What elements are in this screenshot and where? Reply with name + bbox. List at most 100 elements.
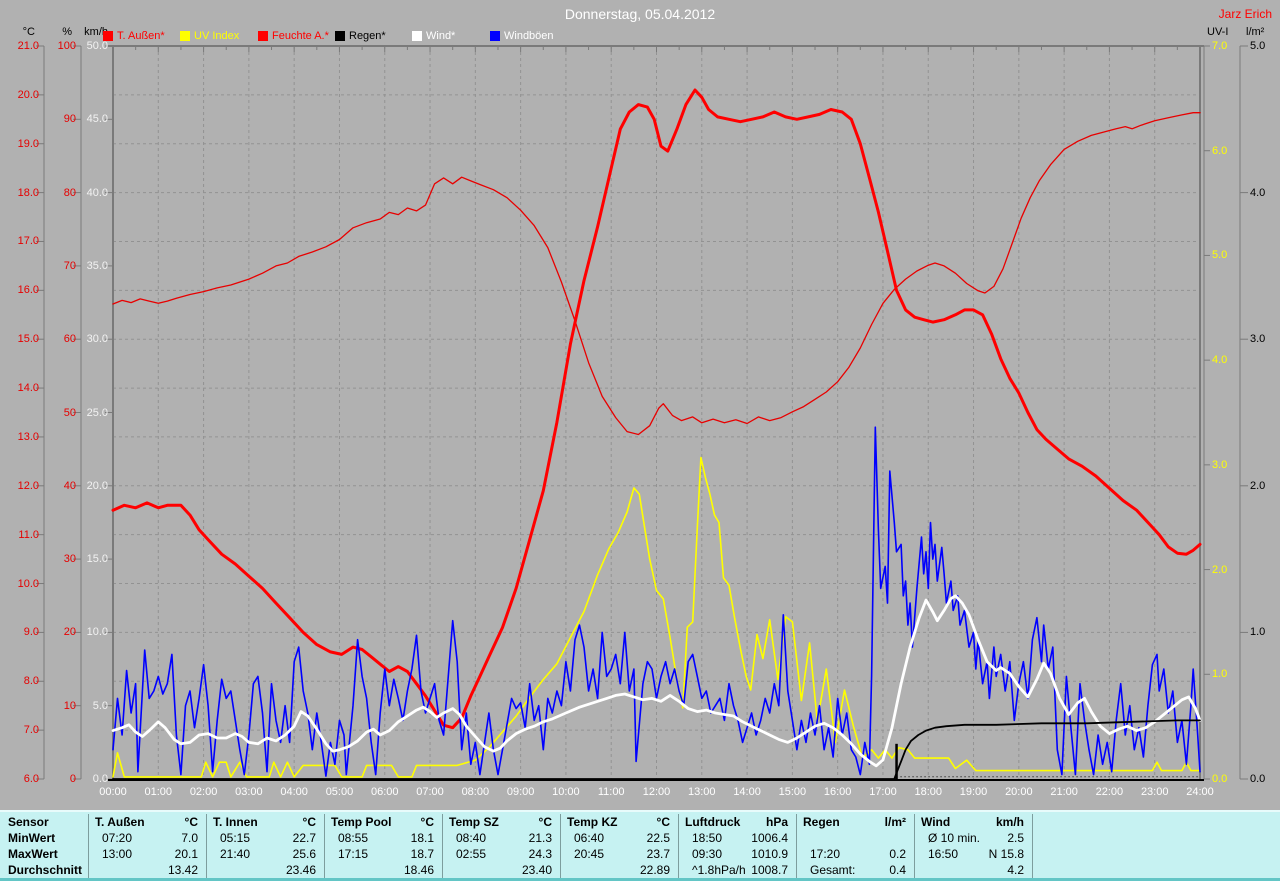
axis-tick-label: 50.0 (86, 40, 108, 52)
stat-time: ^1.8hPa/h (692, 863, 746, 877)
axis-tick-label: 4.0 (1212, 354, 1228, 367)
axis-tick-label: 6.0 (23, 773, 39, 785)
stat-value: 4.2 (1007, 863, 1024, 877)
table-bottom-border (0, 878, 1280, 881)
axis-tick-label: 5.0 (1250, 40, 1266, 52)
x-axis-hour-label: 18:00 (914, 786, 943, 798)
axis-tick-label: 10 (63, 699, 76, 712)
stat-time: 16:50 (928, 847, 959, 861)
series-feuchte-a- (112, 112, 1201, 436)
series-t-au-en (111, 88, 1202, 730)
stat-time: 08:55 (338, 831, 369, 845)
station-owner-label: Jarz Erich (1218, 7, 1272, 21)
axis-tick-label: 20.0 (17, 88, 39, 101)
sensor-name: T. Innen (213, 815, 258, 829)
axis-tick-label: 60 (63, 333, 76, 346)
stat-time: 17:20 (810, 847, 841, 861)
stat-value: 21.3 (528, 831, 552, 845)
axis-tick-label: 50 (63, 406, 76, 419)
stat-value: 23.40 (521, 863, 552, 877)
table-column-separator (206, 814, 207, 879)
stat-value: 13.42 (167, 863, 198, 877)
stat-time: 21:40 (220, 847, 251, 861)
stat-value: 25.6 (292, 847, 316, 861)
axis-tick-label: 18.0 (17, 186, 39, 199)
legend-color-swatch (180, 31, 190, 41)
legend-color-swatch (412, 31, 422, 41)
axis-tick-label: 10.0 (17, 577, 39, 590)
table-column-separator (914, 814, 915, 879)
axis-tick-label: 1.0 (1212, 668, 1228, 681)
x-axis-hour-label: 00:00 (99, 786, 127, 798)
stat-value: 22.89 (639, 863, 670, 877)
legend-label: Feuchte A.* (272, 30, 329, 42)
stat-value: 18.46 (403, 863, 434, 877)
axis-tick-label: 1.0 (1250, 626, 1266, 639)
legend-color-swatch (490, 31, 500, 41)
stat-time: 02:55 (456, 847, 487, 861)
axis-tick-label: 80 (63, 186, 76, 199)
legend-color-swatch (103, 31, 113, 41)
stat-value: 23.46 (285, 863, 316, 877)
table-column-separator (678, 814, 679, 879)
axis-tick-label: 40.0 (86, 186, 108, 199)
x-axis-hour-label: 10:00 (552, 786, 580, 798)
table-column-separator (324, 814, 325, 879)
x-axis-hour-label: 20:00 (1005, 786, 1033, 798)
series-uv-index (112, 456, 1201, 778)
series-windb-en (112, 426, 1201, 777)
sensor-unit: l/m² (884, 815, 906, 829)
axis-tick-label: 5.0 (92, 699, 108, 712)
stat-value: N 15.8 (988, 847, 1024, 861)
axis-tick-label: 9.0 (23, 626, 39, 639)
axis-tick-label: 0.0 (1250, 773, 1266, 785)
x-axis-hour-label: 04:00 (280, 786, 308, 798)
legend-label: Regen* (349, 30, 386, 42)
x-axis-hour-label: 17:00 (869, 786, 897, 798)
axis-tick-label: 4.0 (1250, 186, 1266, 199)
axis-unit-uvi: UV-I (1207, 26, 1229, 38)
stat-time: 13:00 (102, 847, 133, 861)
axis-tick-label: 2.0 (1212, 563, 1228, 576)
sensor-name: Luftdruck (685, 815, 741, 829)
x-axis-hour-label: 03:00 (235, 786, 263, 798)
axis-tick-label: 8.0 (23, 675, 39, 688)
axis-tick-label: 0 (69, 773, 76, 785)
legend-label: T. Außen* (117, 30, 165, 42)
sensor-unit: hPa (765, 815, 788, 829)
x-axis-hour-label: 23:00 (1140, 786, 1169, 798)
x-axis-hour-label: 05:00 (325, 786, 354, 798)
x-axis-hour-label: 19:00 (959, 786, 988, 798)
weather-chart-plot (36, 45, 1248, 781)
axis-tick-label: 35.0 (86, 259, 108, 272)
axis-tick-label: 45.0 (86, 113, 108, 126)
stat-value: 7.0 (181, 831, 198, 845)
stat-time: 17:15 (338, 847, 369, 861)
x-axis-hour-label: 22:00 (1095, 786, 1124, 798)
axis-tick-label: 0.0 (92, 773, 108, 785)
stat-value: 1008.7 (751, 863, 788, 877)
legend-color-swatch (335, 31, 345, 41)
sensor-name: Wind (921, 815, 951, 829)
stat-value: 22.5 (646, 831, 670, 845)
x-axis-hour-label: 15:00 (778, 786, 807, 798)
stat-time: 09:30 (692, 847, 723, 861)
series-regen (112, 719, 1201, 780)
sensor-unit: km/h (995, 815, 1024, 829)
x-axis-hour-label: 12:00 (642, 786, 671, 798)
legend-color-swatch (258, 31, 268, 41)
sensor-name: Temp KZ (567, 815, 618, 829)
stat-value: 18.7 (410, 847, 434, 861)
x-axis-hour-label: 24:00 (1186, 786, 1214, 798)
table-row-label: Sensor (8, 815, 49, 829)
axis-tick-label: 2.0 (1250, 479, 1266, 492)
axis-unit-kmh: km/h (84, 26, 108, 38)
daily-statistics-table: Sensor MinWert MaxWert Durchschnitt T. Außen… (0, 810, 1280, 881)
axis-tick-label: 6.0 (1212, 144, 1228, 157)
stat-time: 07:20 (102, 831, 133, 845)
table-row-label: MinWert (8, 831, 56, 845)
axis-tick-label: 15.0 (17, 333, 39, 346)
chart-date-title: Donnerstag, 05.04.2012 (564, 6, 716, 22)
axis-tick-label: 90 (63, 113, 76, 126)
x-axis-hour-label: 08:00 (461, 786, 490, 798)
